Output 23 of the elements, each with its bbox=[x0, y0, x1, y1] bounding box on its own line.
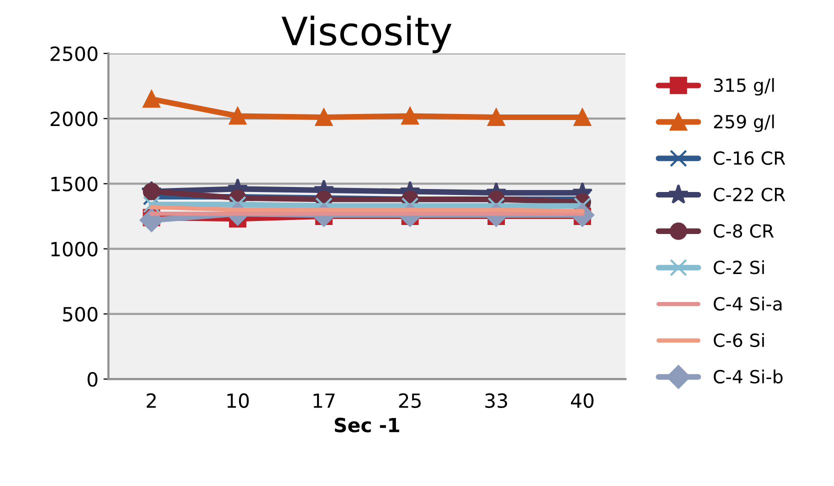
legend-label: C-6 Si bbox=[714, 333, 764, 348]
x-tick-label: 40 bbox=[570, 393, 594, 408]
y-tick-label: 0 bbox=[88, 372, 98, 387]
x-tick-label: 2 bbox=[146, 393, 156, 408]
y-tick-label: 2500 bbox=[50, 46, 98, 62]
legend-label: C-4 Si-a bbox=[714, 296, 782, 311]
x-tick-label: 33 bbox=[485, 393, 508, 408]
legend-label: 259 g/l bbox=[714, 114, 774, 132]
y-tick-label: 500 bbox=[63, 306, 98, 322]
legend-label: 315 g/l bbox=[714, 78, 774, 96]
x-tick-label: 25 bbox=[399, 393, 421, 408]
legend-label: C-2 Si bbox=[714, 260, 764, 274]
x-axis-title: Sec -1 bbox=[334, 418, 400, 432]
x-tick-label: 10 bbox=[227, 393, 249, 408]
y-tick-label: 1000 bbox=[51, 242, 98, 256]
y-tick-label: 1500 bbox=[51, 176, 98, 192]
legend-label: C-22 CR bbox=[714, 188, 786, 202]
legend-label: C-16 CR bbox=[714, 151, 786, 165]
legend-label: C-8 CR bbox=[714, 224, 774, 238]
y-tick-label: 2000 bbox=[50, 112, 98, 126]
x-tick-label: 17 bbox=[314, 394, 335, 408]
chart-title: Viscosity bbox=[282, 16, 452, 54]
legend-label: C-4 Si-b bbox=[714, 370, 783, 384]
